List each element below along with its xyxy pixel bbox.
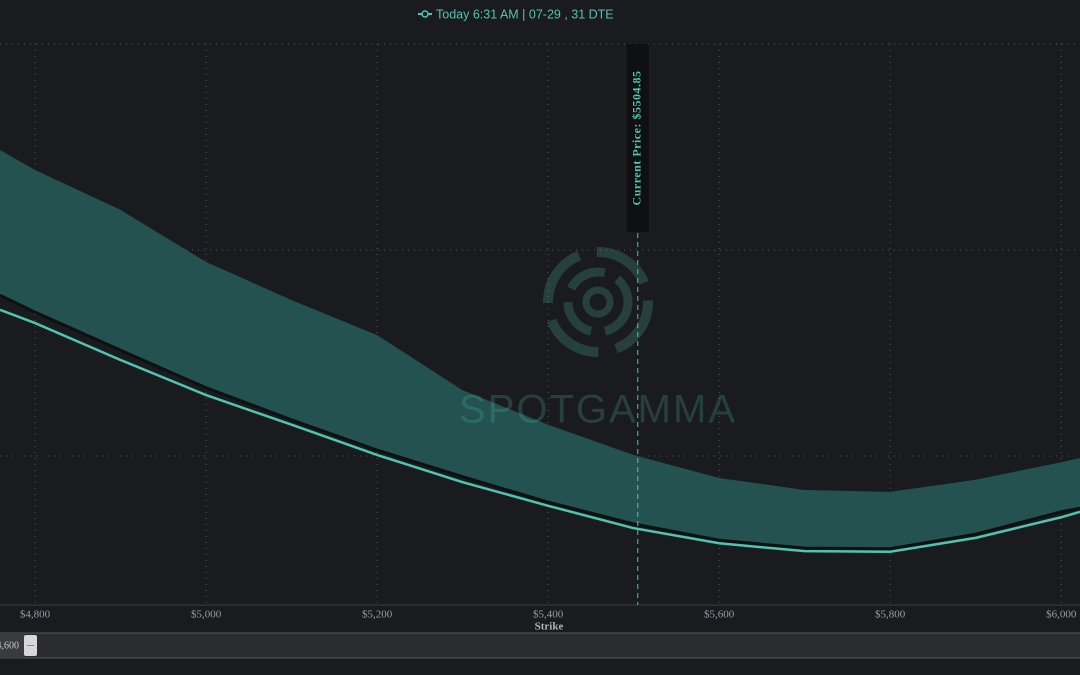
current-price-box bbox=[626, 44, 649, 232]
x-tick-label: $6,000 bbox=[1046, 609, 1077, 621]
x-tick-label: $4,800 bbox=[20, 609, 51, 621]
watermark: SPOTGAMMA bbox=[459, 388, 737, 432]
legend[interactable]: Today 6:31 AM | 07-29 , 31 DTE bbox=[418, 7, 614, 21]
series-line bbox=[0, 308, 1080, 554]
slider-track[interactable] bbox=[0, 632, 1080, 659]
legend-label[interactable]: Today 6:31 AM | 07-29 , 31 DTE bbox=[436, 7, 614, 21]
slider-label: 4,600 bbox=[0, 640, 19, 651]
x-axis-label: Strike bbox=[535, 621, 564, 633]
legend-marker bbox=[421, 10, 429, 18]
slider[interactable]: 4,600 bbox=[0, 632, 1080, 659]
slider-range bbox=[0, 633, 25, 658]
x-tick-label: $5,000 bbox=[191, 609, 222, 621]
watermark-logo bbox=[543, 247, 653, 357]
x-tick-label: $5,400 bbox=[533, 609, 564, 621]
band-lower-edge bbox=[0, 293, 1080, 551]
band-area bbox=[0, 150, 1080, 549]
x-tick-label: $5,200 bbox=[362, 609, 393, 621]
x-tick-label: $5,800 bbox=[875, 609, 906, 621]
plot bbox=[0, 44, 1080, 605]
x-tick-label: $5,600 bbox=[704, 609, 735, 621]
current-price-label: Current Price: $5504.85 bbox=[630, 71, 644, 206]
